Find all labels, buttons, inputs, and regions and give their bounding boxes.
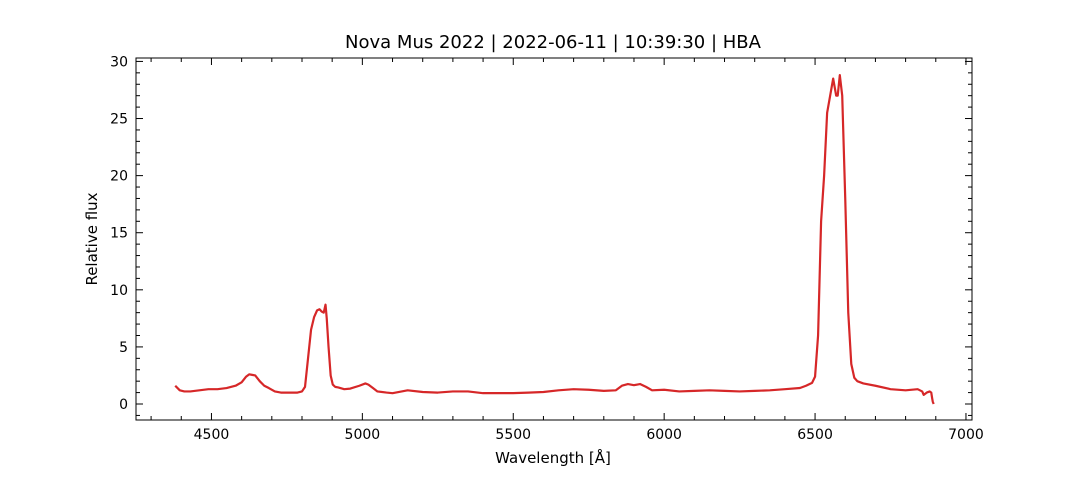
x-tick-label: 5500 [495,427,531,443]
y-tick-label: 5 [119,340,128,356]
plot-frame [135,57,973,421]
x-axis-ticks: 4500 5000 5500 6000 6500 7000 [150,58,984,443]
x-tick-label: 4500 [194,427,230,443]
x-axis-label: Wavelength [Å] [495,448,611,467]
x-tick-label: 6500 [797,427,833,443]
y-tick-label: 25 [110,112,128,128]
x-tick-label: 5000 [345,427,381,443]
y-tick-label: 10 [110,283,128,299]
y-axis-ticks: 0 5 10 15 20 25 30 [110,54,972,416]
y-tick-label: 0 [119,397,128,413]
chart-title: Nova Mus 2022 | 2022-06-11 | 10:39:30 | … [345,32,762,53]
y-axis-label: Relative flux [83,192,101,285]
x-tick-label: 7000 [948,427,984,443]
y-tick-label: 20 [110,169,128,185]
x-tick-label: 6000 [646,427,682,443]
y-tick-label: 15 [110,226,128,242]
series-group [174,74,935,405]
series-line [174,74,935,405]
y-tick-label: 30 [110,54,128,70]
